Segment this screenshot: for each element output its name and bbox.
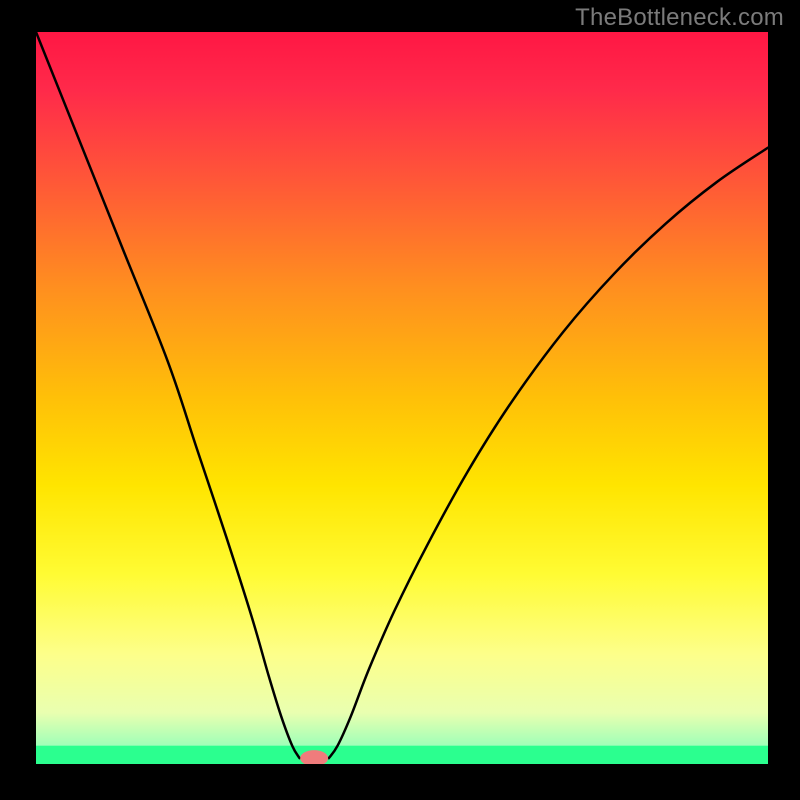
green-band	[36, 746, 768, 764]
watermark-label: TheBottleneck.com	[575, 4, 784, 32]
gradient-background	[36, 32, 768, 764]
plot-area	[36, 32, 768, 764]
chart-frame: TheBottleneck.com	[0, 0, 800, 800]
